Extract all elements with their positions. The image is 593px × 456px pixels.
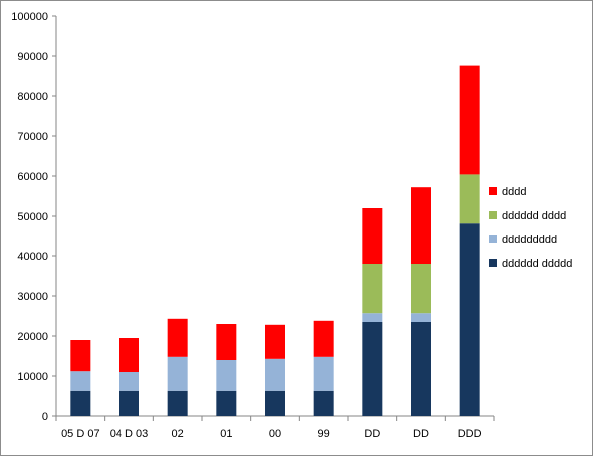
- bar-segment: [265, 358, 285, 391]
- y-axis: 0 10000 20000 30000 40000 50000 60000 70000 8000…: [11, 11, 57, 423]
- bar-segment: [70, 371, 91, 391]
- y-tick-label: 100000: [11, 11, 48, 23]
- bars: [70, 65, 480, 416]
- x-tick-label: 01: [220, 428, 232, 440]
- bar-segment: [459, 65, 480, 175]
- y-tick-label: 40000: [17, 251, 48, 263]
- legend-label: dddddd dddd: [502, 210, 566, 222]
- x-tick-label: 05 D 07: [61, 428, 100, 440]
- bar-segment: [216, 390, 237, 416]
- bar-segment: [411, 322, 431, 416]
- bar-segment: [313, 320, 334, 357]
- bar-segment: [362, 264, 383, 314]
- legend-swatch: [489, 259, 497, 267]
- y-tick-label: 0: [42, 411, 48, 423]
- legend-label: dddd: [502, 186, 526, 198]
- y-tick-label: 90000: [17, 51, 48, 63]
- x-tick-label: 02: [172, 428, 184, 440]
- y-tick-label: 80000: [17, 91, 48, 103]
- bar-segment: [216, 360, 237, 391]
- y-tick-label: 50000: [17, 211, 48, 223]
- bar-segment: [119, 338, 139, 372]
- bar-segment: [70, 390, 91, 416]
- bar-segment: [119, 390, 139, 416]
- x-tick-label: 04 D 03: [110, 428, 149, 440]
- bar-segment: [265, 324, 285, 359]
- bar-segment: [411, 187, 431, 264]
- bar-segment: [411, 313, 431, 322]
- legend-swatch: [489, 187, 497, 195]
- bar-segment: [167, 318, 188, 357]
- legend-label: ddddddddd: [502, 234, 557, 246]
- bar-segment: [167, 390, 188, 416]
- bar-segment: [362, 322, 383, 416]
- bar-segment: [167, 356, 188, 391]
- legend-swatch: [489, 211, 497, 219]
- y-tick-label: 30000: [17, 291, 48, 303]
- legend-swatch: [489, 235, 497, 243]
- legend-label: dddddd ddddd: [502, 258, 572, 270]
- x-tick-label: DDD: [458, 428, 482, 440]
- bar-segment: [362, 208, 383, 264]
- bar-segment: [411, 264, 431, 314]
- bar-segment: [216, 324, 237, 360]
- x-axis: 05 D 07 04 D 03 02 01 00 99 DD DD DDD: [55, 415, 495, 440]
- bar-segment: [265, 390, 285, 416]
- y-tick-label: 70000: [17, 131, 48, 143]
- x-tick-label: DD: [364, 428, 380, 440]
- x-tick-label: 00: [269, 428, 281, 440]
- bar-segment: [313, 356, 334, 391]
- x-tick-label: 99: [318, 428, 330, 440]
- bar-segment: [362, 313, 383, 322]
- legend: dddd dddddd dddd ddddddddd dddddd ddddd: [489, 186, 572, 270]
- y-tick-label: 10000: [17, 371, 48, 383]
- x-tick-label: DD: [413, 428, 429, 440]
- bar-segment: [459, 174, 480, 224]
- bar-segment: [119, 372, 139, 391]
- y-tick-label: 60000: [17, 171, 48, 183]
- bar-segment: [459, 223, 480, 416]
- y-tick-label: 20000: [17, 331, 48, 343]
- bar-segment: [313, 390, 334, 416]
- bar-segment: [70, 340, 91, 372]
